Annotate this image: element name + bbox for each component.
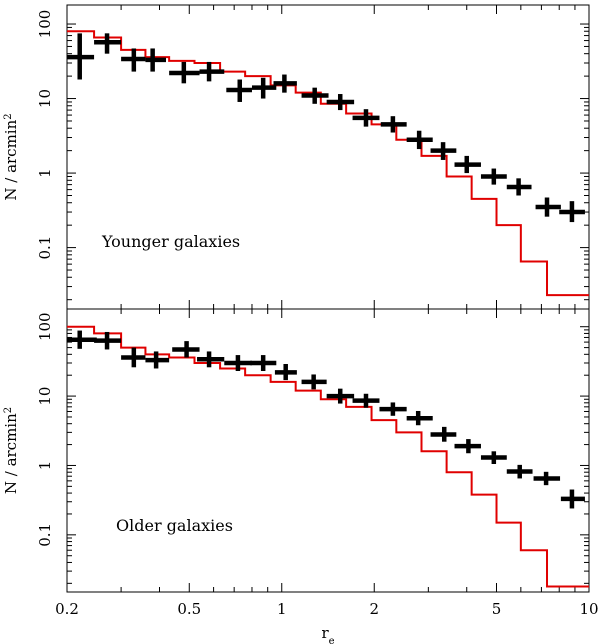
data-point [506,178,532,196]
x-tick-label: 5 [492,600,502,618]
data-point [226,79,252,102]
data-point [94,33,122,54]
data-point [274,364,297,381]
panel-bottom: 100 10 1 0.1 0.2 0.5 1 2 5 10 N / arcmin2 re Older g… [2,308,599,644]
data-point [480,451,507,464]
data-point [172,341,200,358]
x-tick-label: 2 [369,600,379,618]
data-point [406,410,433,426]
data-point [454,155,481,174]
data-point [560,489,585,509]
data-point [169,61,200,84]
x-tick-label: 0.2 [55,600,79,618]
panel-annotation: Older galaxies [116,516,233,535]
x-tick-label: 0.5 [177,600,201,618]
y-tick-label: 10 [36,89,54,108]
data-point [480,168,507,185]
y-axis-title-superscript: 2 [3,407,14,413]
data-point [94,331,122,350]
y-axis-title-superscript: 2 [3,113,14,119]
x-axis-title-subscript: e [329,636,335,644]
x-axis-title: re [321,624,334,644]
data-point [67,33,95,80]
data-point [559,201,585,223]
data-point [533,471,561,486]
y-tick-label: 1 [36,168,54,178]
y-tick-label: 0.1 [36,236,54,260]
data-point [250,355,277,371]
data-point [454,439,481,454]
data-point [326,94,355,111]
x-tick-label: 10 [579,600,598,618]
data-point [301,374,327,390]
data-point [67,330,97,349]
model-step-line [67,30,589,297]
plot-frame [66,308,590,593]
x-tick-label: 1 [277,600,287,618]
data-point [406,130,433,150]
data-point [121,347,146,368]
data-point [430,426,457,442]
data-point [535,197,561,217]
data-point [301,87,329,104]
data-point [145,351,170,369]
data-point [197,351,225,368]
y-axis-title: N / arcmin2 [2,407,20,494]
model-step-line [67,325,589,588]
y-tick-label: 1 [36,461,54,471]
data-point [506,464,533,479]
panel-annotation: Younger galaxies [101,232,240,251]
data-point [199,61,225,82]
data-point [145,48,167,72]
data-point [352,109,380,127]
data-point [273,74,297,93]
y-tick-label: 0.1 [36,523,54,547]
y-tick-label: 10 [36,387,54,406]
y-tick-label: 100 [36,312,54,341]
data-point [251,77,277,99]
panel-top: 100 10 1 0.1 N / arcmin2 Younger galaxies [2,4,590,310]
data-point [430,142,457,160]
data-point [379,402,407,416]
y-tick-label: 100 [36,10,54,39]
y-axis-title: N / arcmin2 [2,113,20,200]
data-point [121,48,146,72]
data-point [380,116,407,133]
data-point [224,355,252,371]
data-point [326,388,355,404]
data-point [352,393,380,408]
